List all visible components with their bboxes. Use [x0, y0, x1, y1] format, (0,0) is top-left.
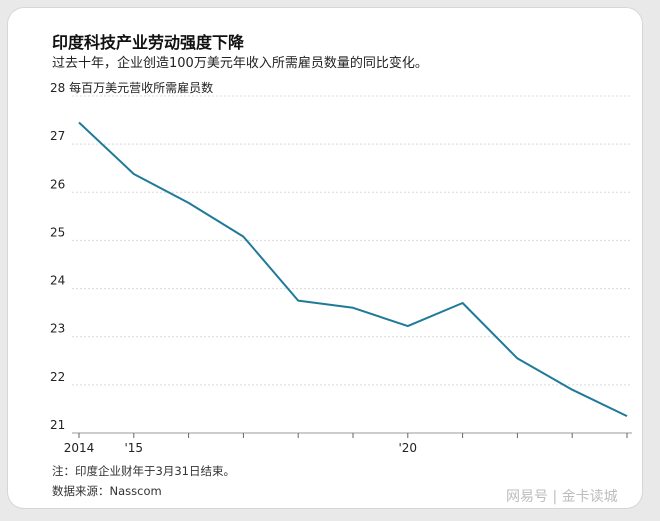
y-tick-label: 23 [50, 322, 65, 336]
x-tick-label: '15 [125, 441, 144, 455]
x-ticks: 2014 '15 '20 [64, 433, 628, 455]
chart-title: 印度科技产业劳动强度下降 [52, 33, 245, 52]
series-line [78, 121, 628, 418]
x-tick-label: '20 [399, 441, 418, 455]
y-tick-label: 25 [50, 225, 65, 239]
y-tick-labels: 21 22 23 24 25 26 27 28 每百万美元营收所需雇员数 [50, 80, 213, 432]
y-tick-label: 21 [50, 418, 65, 432]
series-lines [78, 121, 628, 418]
y-tick-label: 27 [50, 129, 65, 143]
grid-lines [72, 95, 632, 434]
y-tick-label: 24 [50, 274, 65, 288]
footnote: 注：印度企业财年于3月31日结束。 [52, 464, 235, 478]
y-tick-label: 26 [50, 177, 65, 191]
chart-card [8, 8, 642, 508]
y-tick-label: 28 每百万美元营收所需雇员数 [50, 80, 213, 95]
watermark: 网易号 | 金卡读城 [506, 489, 618, 505]
chart-subtitle: 过去十年，企业创造100万美元年收入所需雇员数量的同比变化。 [52, 56, 428, 71]
y-tick-label: 22 [50, 370, 65, 384]
source-note: 数据来源：Nasscom [52, 484, 162, 498]
x-tick-label: 2014 [64, 441, 95, 455]
